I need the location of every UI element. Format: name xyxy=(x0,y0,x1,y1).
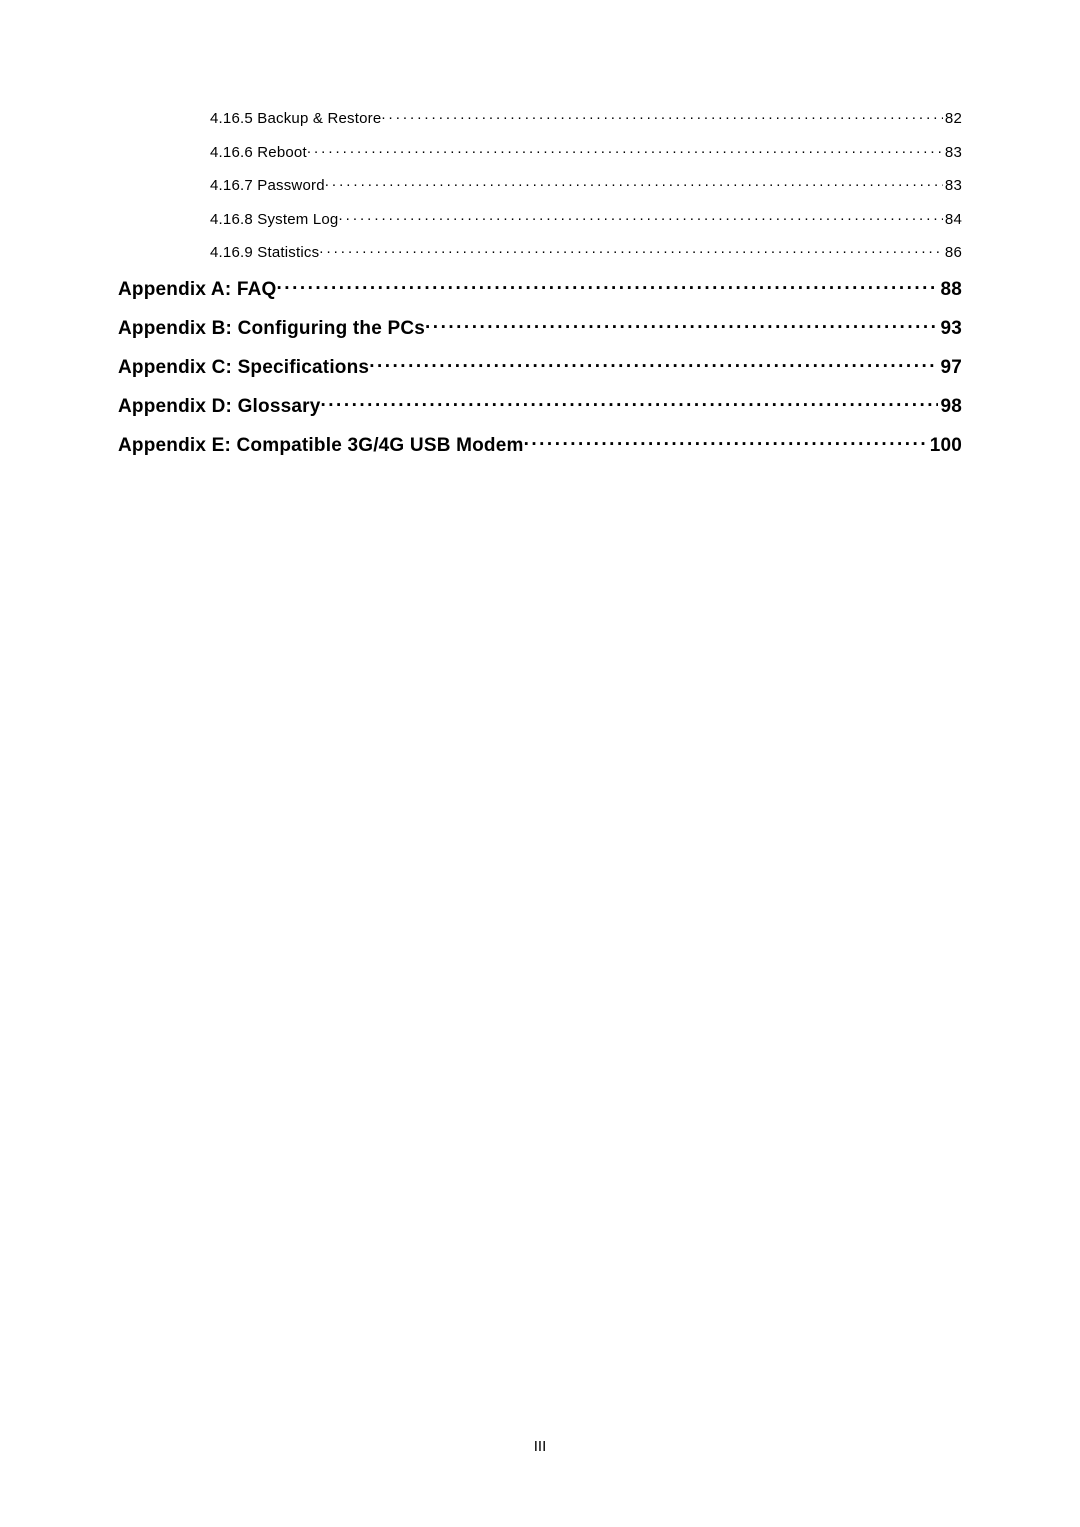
toc-main-entry: Appendix A: FAQ 88 xyxy=(118,276,962,301)
toc-entry-page: 84 xyxy=(943,211,962,228)
toc-entry-page: 82 xyxy=(943,110,962,127)
toc-entry-page: 83 xyxy=(943,177,962,194)
toc-leader-dots xyxy=(425,315,938,334)
toc-entry-page: 93 xyxy=(938,318,962,340)
toc-sub-entry: 4.16.5 Backup & Restore 82 xyxy=(210,108,962,127)
toc-sub-entry: 4.16.9 Statistics 86 xyxy=(210,242,962,261)
toc-entry-page: 83 xyxy=(943,144,962,161)
toc-entry-page: 88 xyxy=(938,279,962,301)
toc-entry-label: 4.16.7 Password xyxy=(210,177,325,194)
toc-entry-page: 97 xyxy=(938,357,962,379)
toc-entry-label: 4.16.6 Reboot xyxy=(210,144,307,161)
toc-main-entry: Appendix E: Compatible 3G/4G USB Modem 1… xyxy=(118,432,962,457)
page-footer: III xyxy=(0,1438,1080,1455)
toc-leader-dots xyxy=(381,108,943,123)
toc-leader-dots xyxy=(307,142,943,157)
toc-entry-page: 86 xyxy=(943,244,962,261)
toc-leader-dots xyxy=(321,393,939,412)
toc-sub-entry: 4.16.8 System Log 84 xyxy=(210,209,962,228)
toc-leader-dots xyxy=(338,209,942,224)
document-page: 4.16.5 Backup & Restore 82 4.16.6 Reboot… xyxy=(0,0,1080,1527)
toc-leader-dots xyxy=(277,276,939,295)
toc-sub-entry: 4.16.6 Reboot 83 xyxy=(210,142,962,161)
toc-entry-label: 4.16.5 Backup & Restore xyxy=(210,110,381,127)
toc-entry-label: Appendix C: Specifications xyxy=(118,357,369,379)
toc-leader-dots xyxy=(325,175,943,190)
toc-entry-label: 4.16.8 System Log xyxy=(210,211,338,228)
toc-sub-entry: 4.16.7 Password 83 xyxy=(210,175,962,194)
toc-entry-page: 100 xyxy=(928,435,962,457)
toc-leader-dots xyxy=(524,432,928,451)
toc-main-entry: Appendix D: Glossary 98 xyxy=(118,393,962,418)
toc-leader-dots xyxy=(319,242,943,257)
toc-entry-label: Appendix D: Glossary xyxy=(118,396,321,418)
toc-leader-dots xyxy=(369,354,938,373)
toc-main-entry: Appendix B: Configuring the PCs 93 xyxy=(118,315,962,340)
toc-entry-page: 98 xyxy=(938,396,962,418)
toc-entry-label: Appendix B: Configuring the PCs xyxy=(118,318,425,340)
toc-entry-label: 4.16.9 Statistics xyxy=(210,244,319,261)
toc-entry-label: Appendix A: FAQ xyxy=(118,279,277,301)
page-number: III xyxy=(534,1438,547,1455)
toc-main-entry: Appendix C: Specifications 97 xyxy=(118,354,962,379)
toc-entry-label: Appendix E: Compatible 3G/4G USB Modem xyxy=(118,435,524,457)
